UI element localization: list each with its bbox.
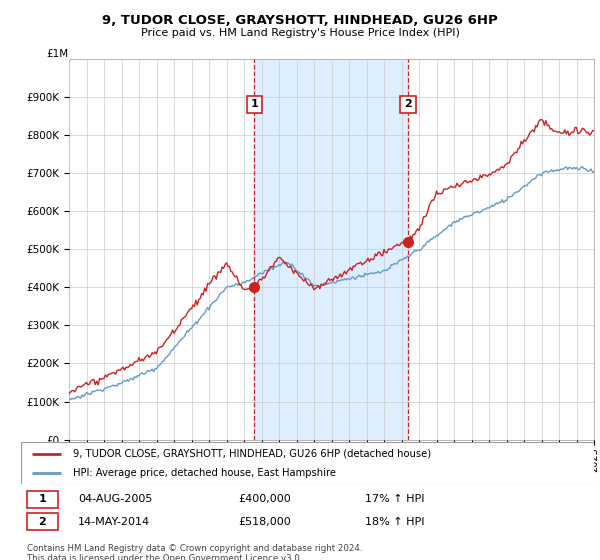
Text: 9, TUDOR CLOSE, GRAYSHOTT, HINDHEAD, GU26 6HP (detached house): 9, TUDOR CLOSE, GRAYSHOTT, HINDHEAD, GU2… <box>73 449 431 459</box>
Text: 17% ↑ HPI: 17% ↑ HPI <box>365 494 424 505</box>
Text: 1: 1 <box>250 100 258 110</box>
Text: 18% ↑ HPI: 18% ↑ HPI <box>365 516 424 526</box>
Text: 2: 2 <box>38 516 46 526</box>
Bar <box>254 59 408 440</box>
Text: 1: 1 <box>38 494 46 505</box>
Text: HPI: Average price, detached house, East Hampshire: HPI: Average price, detached house, East… <box>73 468 335 478</box>
Text: £518,000: £518,000 <box>239 516 292 526</box>
Text: 14-MAY-2014: 14-MAY-2014 <box>79 516 151 526</box>
Text: £1M: £1M <box>46 49 68 59</box>
Text: Price paid vs. HM Land Registry's House Price Index (HPI): Price paid vs. HM Land Registry's House … <box>140 28 460 38</box>
FancyBboxPatch shape <box>27 491 58 507</box>
Text: 9, TUDOR CLOSE, GRAYSHOTT, HINDHEAD, GU26 6HP: 9, TUDOR CLOSE, GRAYSHOTT, HINDHEAD, GU2… <box>102 14 498 27</box>
Text: 2: 2 <box>404 100 412 110</box>
FancyBboxPatch shape <box>27 514 58 530</box>
FancyBboxPatch shape <box>21 442 594 484</box>
Text: 04-AUG-2005: 04-AUG-2005 <box>79 494 152 505</box>
Text: £400,000: £400,000 <box>239 494 292 505</box>
Text: Contains HM Land Registry data © Crown copyright and database right 2024.
This d: Contains HM Land Registry data © Crown c… <box>27 544 362 560</box>
